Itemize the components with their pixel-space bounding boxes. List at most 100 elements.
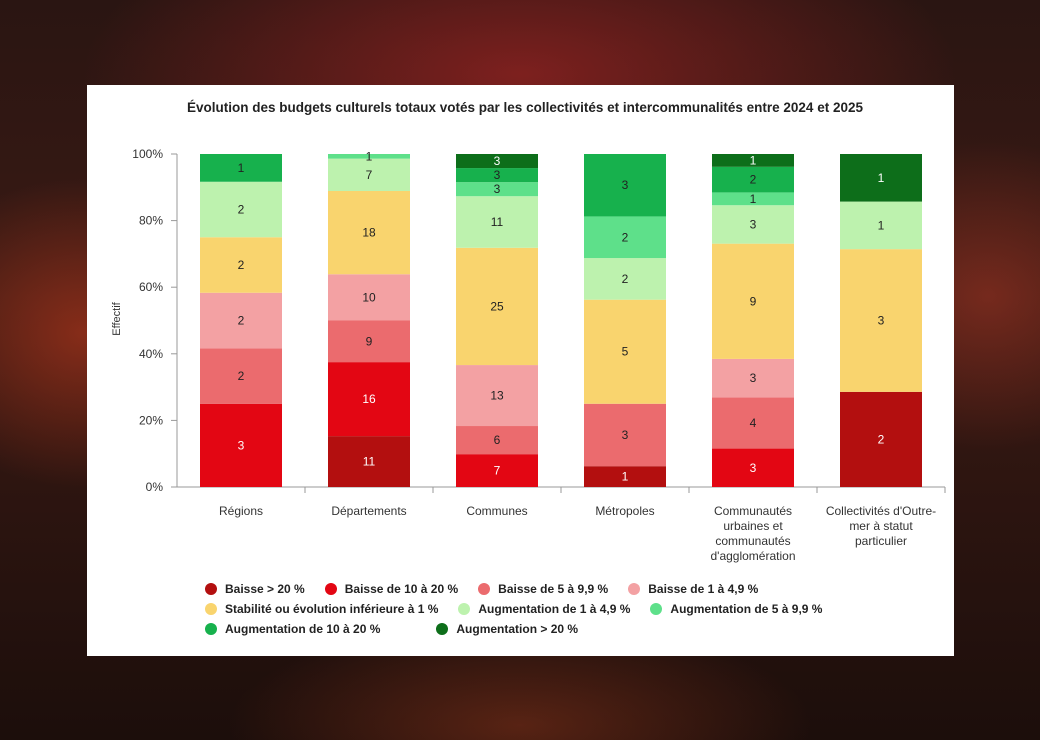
stacked-bar-chart: Évolution des budgets culturels totaux v… [111, 100, 946, 563]
bar-segment [584, 299, 666, 404]
bar-segment [456, 365, 538, 427]
legend-swatch [458, 603, 471, 615]
bar-segment [584, 403, 666, 467]
bar-segment [840, 249, 922, 392]
x-tick-label: Régions [219, 504, 263, 518]
bar-segment [456, 182, 538, 197]
legend-swatch [324, 583, 337, 595]
y-tick-label: 40% [139, 347, 163, 361]
bar-segment [712, 154, 794, 167]
legend: Baisse > 20 % Baisse de 10 à 20 % Baisse… [205, 579, 905, 639]
y-tick-label: 100% [132, 147, 163, 161]
bar-segment [328, 154, 410, 159]
data-label: 3 [750, 461, 757, 475]
data-label: 3 [238, 438, 245, 452]
legend-row: Baisse > 20 % Baisse de 10 à 20 % Baisse… [205, 579, 905, 599]
legend-row: Stabilité ou évolution inférieure à 1 % … [205, 599, 905, 619]
legend-swatch [205, 583, 217, 595]
bar-segment [456, 426, 538, 455]
data-label: 2 [238, 258, 245, 272]
bar-segment [712, 166, 794, 193]
data-label: 16 [362, 392, 376, 406]
y-tick-label: 20% [139, 413, 163, 427]
data-label: 1 [750, 153, 757, 167]
bar-segment [712, 448, 794, 487]
data-label: 3 [622, 428, 629, 442]
bar-segment [200, 154, 282, 182]
data-label: 3 [494, 182, 501, 196]
legend-swatch [650, 603, 663, 615]
axes: 0% 20% 40% 60% 80% 100% Régions Départements Com… [132, 147, 946, 563]
data-label: 2 [238, 314, 245, 328]
legend-row: Augmentation de 10 à 20 % Augmentation >… [205, 619, 905, 639]
data-label: 1 [750, 192, 757, 206]
legend-label: Augmentation > 20 % [456, 622, 579, 636]
bar-segment [584, 258, 666, 300]
legend-swatch [478, 583, 491, 595]
legend-swatch [436, 623, 449, 635]
bar-segment [328, 191, 410, 275]
bar-segment [328, 274, 410, 321]
data-label: 10 [362, 290, 376, 304]
data-label: 2 [622, 272, 629, 286]
data-label: 3 [750, 217, 757, 231]
bar-segment [328, 158, 410, 191]
bar-segment [328, 362, 410, 437]
y-tick-label: 0% [146, 480, 164, 494]
data-label: 18 [362, 226, 376, 240]
data-label: 25 [490, 299, 504, 313]
data-label: 3 [750, 371, 757, 385]
x-tick-label: Métropoles [595, 504, 654, 518]
data-label: 9 [750, 294, 757, 308]
legend-label: Augmentation de 10 à 20 % [225, 622, 381, 636]
legend-item-stabilite[interactable]: Stabilité ou évolution inférieure à 1 % [205, 602, 438, 616]
chart-title: Évolution des budgets culturels totaux v… [187, 100, 863, 115]
x-tick-label: Communautés urbaines et communautés d'agglo… [710, 504, 795, 563]
legend-item-baisse-1-4[interactable]: Baisse de 1 à 4,9 % [628, 582, 758, 596]
bar-segment [328, 436, 410, 487]
bar-segment [840, 201, 922, 250]
bar-segment [456, 196, 538, 248]
x-tick-label: Départements [331, 504, 406, 518]
bar-segment [200, 403, 282, 487]
data-label: 7 [494, 464, 501, 478]
data-label: 6 [494, 433, 501, 447]
legend-item-augmentation-plus-20[interactable]: Augmentation > 20 % [436, 622, 578, 636]
bar-segment [200, 181, 282, 238]
legend-label: Baisse > 20 % [225, 582, 305, 596]
bar-segment [456, 168, 538, 183]
bar-segment [712, 243, 794, 359]
legend-swatch [628, 583, 641, 595]
x-tick-label: Collectivités d'Outre-mer à statut partic… [826, 504, 936, 548]
bar-segment [456, 454, 538, 487]
y-axis-label: Effectif [111, 301, 123, 335]
legend-item-augmentation-1-4[interactable]: Augmentation de 1 à 4,9 % [458, 602, 630, 616]
chart-panel: Évolution des budgets culturels totaux v… [87, 85, 954, 656]
data-label: 1 [366, 149, 373, 163]
data-label: 5 [622, 345, 629, 359]
data-label: 1 [238, 161, 245, 175]
legend-item-baisse-5-9[interactable]: Baisse de 5 à 9,9 % [478, 582, 608, 596]
legend-item-augmentation-5-9[interactable]: Augmentation de 5 à 9,9 % [650, 602, 822, 616]
legend-item-baisse-plus-20[interactable]: Baisse > 20 % [205, 582, 305, 596]
y-tick-label: 60% [139, 280, 163, 294]
legend-item-baisse-10-20[interactable]: Baisse de 10 à 20 % [324, 582, 458, 596]
bar-segment [200, 348, 282, 404]
legend-item-augmentation-10-20[interactable]: Augmentation de 10 à 20 % [205, 622, 380, 636]
data-label: 9 [366, 334, 373, 348]
data-label: 3 [494, 154, 501, 168]
data-label: 13 [490, 389, 504, 403]
legend-swatch [205, 623, 217, 635]
data-label: 4 [750, 416, 757, 430]
bar-segment [456, 154, 538, 169]
bar-segment [840, 391, 922, 487]
data-label: 3 [622, 178, 629, 192]
data-label: 11 [491, 215, 504, 229]
bar-segment [200, 292, 282, 349]
bar-segment [584, 216, 666, 259]
bar-segment [712, 397, 794, 449]
bar-segment [712, 358, 794, 398]
bar-segment [200, 237, 282, 293]
legend-label: Augmentation de 1 à 4,9 % [478, 602, 631, 616]
data-label: 2 [238, 369, 245, 383]
